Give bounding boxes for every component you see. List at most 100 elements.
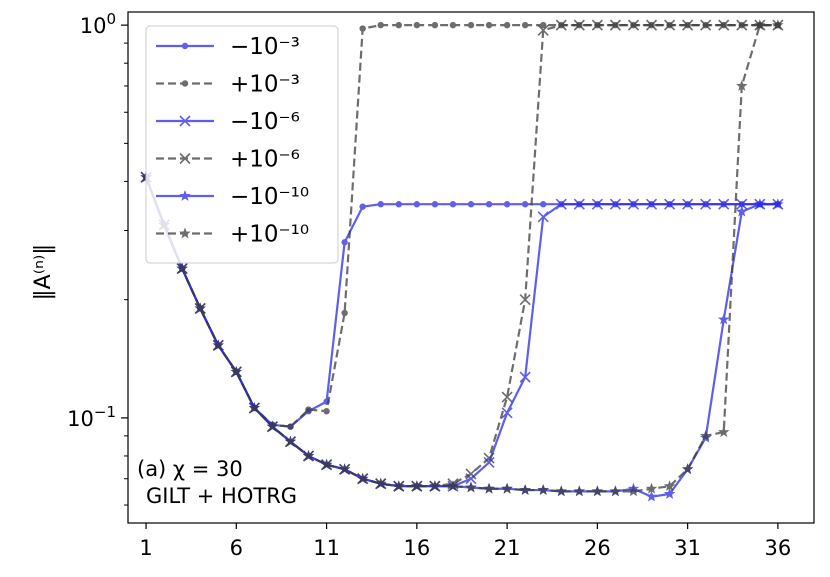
data-point-2-30 [682, 198, 694, 210]
data-point-5-13 [375, 477, 387, 489]
legend-entry-2 [156, 115, 214, 127]
data-point-3-19 [483, 452, 495, 464]
data-point-5-20 [501, 482, 513, 494]
legend-marker-0 [181, 42, 189, 50]
data-point-0-17 [449, 201, 457, 208]
x-tick-label-0: 1 [139, 536, 152, 560]
data-point-5-28 [645, 482, 658, 494]
data-point-1-15 [413, 21, 421, 29]
x-tick-label-6: 31 [674, 536, 701, 560]
data-point-1-14 [395, 21, 402, 29]
x-tick-label-7: 36 [765, 536, 792, 560]
data-point-2-25 [591, 198, 603, 210]
data-point-5-9 [302, 449, 315, 461]
data-point-2-26 [609, 198, 621, 210]
legend-marker-2 [179, 115, 191, 127]
data-point-5-14 [393, 480, 405, 492]
data-point-1-18 [467, 21, 475, 29]
series-line-3 [145, 24, 778, 488]
data-point-3-26 [609, 19, 621, 31]
annotation: (a) χ = 30 GILT + HOTRG [137, 457, 297, 508]
data-point-2-32 [718, 198, 730, 210]
data-point-0-16 [431, 201, 439, 208]
legend-label-5: +10⁻¹⁰ [230, 222, 309, 248]
data-point-5-24 [573, 485, 586, 497]
data-point-3-24 [573, 19, 585, 31]
data-point-5-10 [320, 458, 333, 470]
data-point-3-33 [736, 19, 748, 31]
data-point-0-14 [395, 201, 402, 208]
x-tick-label-4: 21 [494, 536, 521, 560]
data-point-1-20 [503, 21, 511, 29]
x-tick-label-1: 6 [230, 536, 243, 560]
legend-entry-3 [156, 152, 214, 165]
data-point-0-21 [521, 201, 529, 208]
data-point-3-30 [682, 19, 694, 31]
legend-label-3: +10⁻⁶ [230, 147, 300, 173]
data-point-4-28 [645, 490, 658, 502]
data-point-3-20 [501, 391, 513, 403]
data-point-3-27 [627, 19, 640, 31]
data-point-1-21 [521, 21, 529, 29]
data-point-0-19 [485, 201, 493, 208]
data-point-1-16 [431, 21, 439, 29]
data-point-5-29 [663, 480, 676, 492]
legend-marker-3 [179, 152, 191, 165]
data-point-5-12 [356, 472, 369, 484]
data-point-5-35 [772, 19, 784, 30]
data-point-2-20 [501, 407, 513, 419]
data-point-0-15 [413, 201, 421, 208]
data-point-4-33 [736, 205, 748, 217]
data-point-5-6 [248, 401, 261, 413]
legend-entry-4 [156, 190, 214, 201]
data-point-0-18 [467, 201, 475, 208]
legend: −10⁻³ +10⁻³ −10⁻⁶ +10⁻⁶ −10⁻¹⁰ +10⁻¹⁰ [145, 25, 339, 264]
data-point-5-22 [537, 484, 549, 495]
data-point-5-3 [194, 302, 206, 314]
legend-entry-5 [156, 227, 214, 239]
data-point-3-28 [645, 19, 658, 31]
data-point-1-13 [377, 21, 384, 29]
data-point-0-13 [377, 201, 384, 208]
legend-box [145, 25, 339, 264]
data-point-2-21 [519, 371, 531, 383]
series-line-5 [145, 24, 778, 493]
data-point-2-24 [573, 198, 585, 210]
legend-marker-1 [181, 80, 189, 87]
data-point-3-23 [555, 19, 567, 31]
legend-entry-1 [156, 80, 214, 87]
data-point-1-12 [359, 25, 366, 32]
data-point-5-31 [699, 429, 712, 441]
data-point-5-15 [411, 480, 423, 492]
data-point-2-27 [627, 198, 640, 210]
data-point-4-29 [663, 488, 676, 499]
data-point-3-22 [537, 24, 549, 36]
data-point-5-30 [681, 463, 694, 475]
data-point-5-7 [266, 420, 279, 432]
data-point-4-32 [718, 313, 730, 325]
axes-frame [127, 11, 815, 524]
data-point-5-25 [591, 485, 604, 497]
data-point-1-22 [540, 21, 547, 29]
data-point-2-19 [483, 456, 495, 469]
data-point-5-4 [212, 339, 224, 351]
data-point-1-19 [485, 21, 493, 29]
data-point-3-18 [465, 468, 477, 480]
annotation-line-1: (a) χ = 30 [137, 457, 243, 481]
x-tick-label-3: 16 [403, 536, 430, 560]
data-point-5-26 [609, 485, 622, 497]
data-point-1-8 [287, 423, 294, 430]
annotation-line-2: GILT + HOTRG [146, 484, 297, 508]
plot-area [140, 19, 784, 502]
data-point-3-21 [519, 294, 531, 306]
data-point-2-33 [736, 198, 748, 210]
data-point-2-31 [700, 198, 712, 210]
data-point-5-2 [176, 262, 188, 274]
y-tick-label-1: 10−1 [67, 403, 116, 431]
data-point-5-17 [447, 480, 459, 492]
data-point-5-23 [555, 485, 567, 497]
data-point-5-34 [754, 19, 766, 30]
legend-marker-5 [179, 227, 191, 239]
